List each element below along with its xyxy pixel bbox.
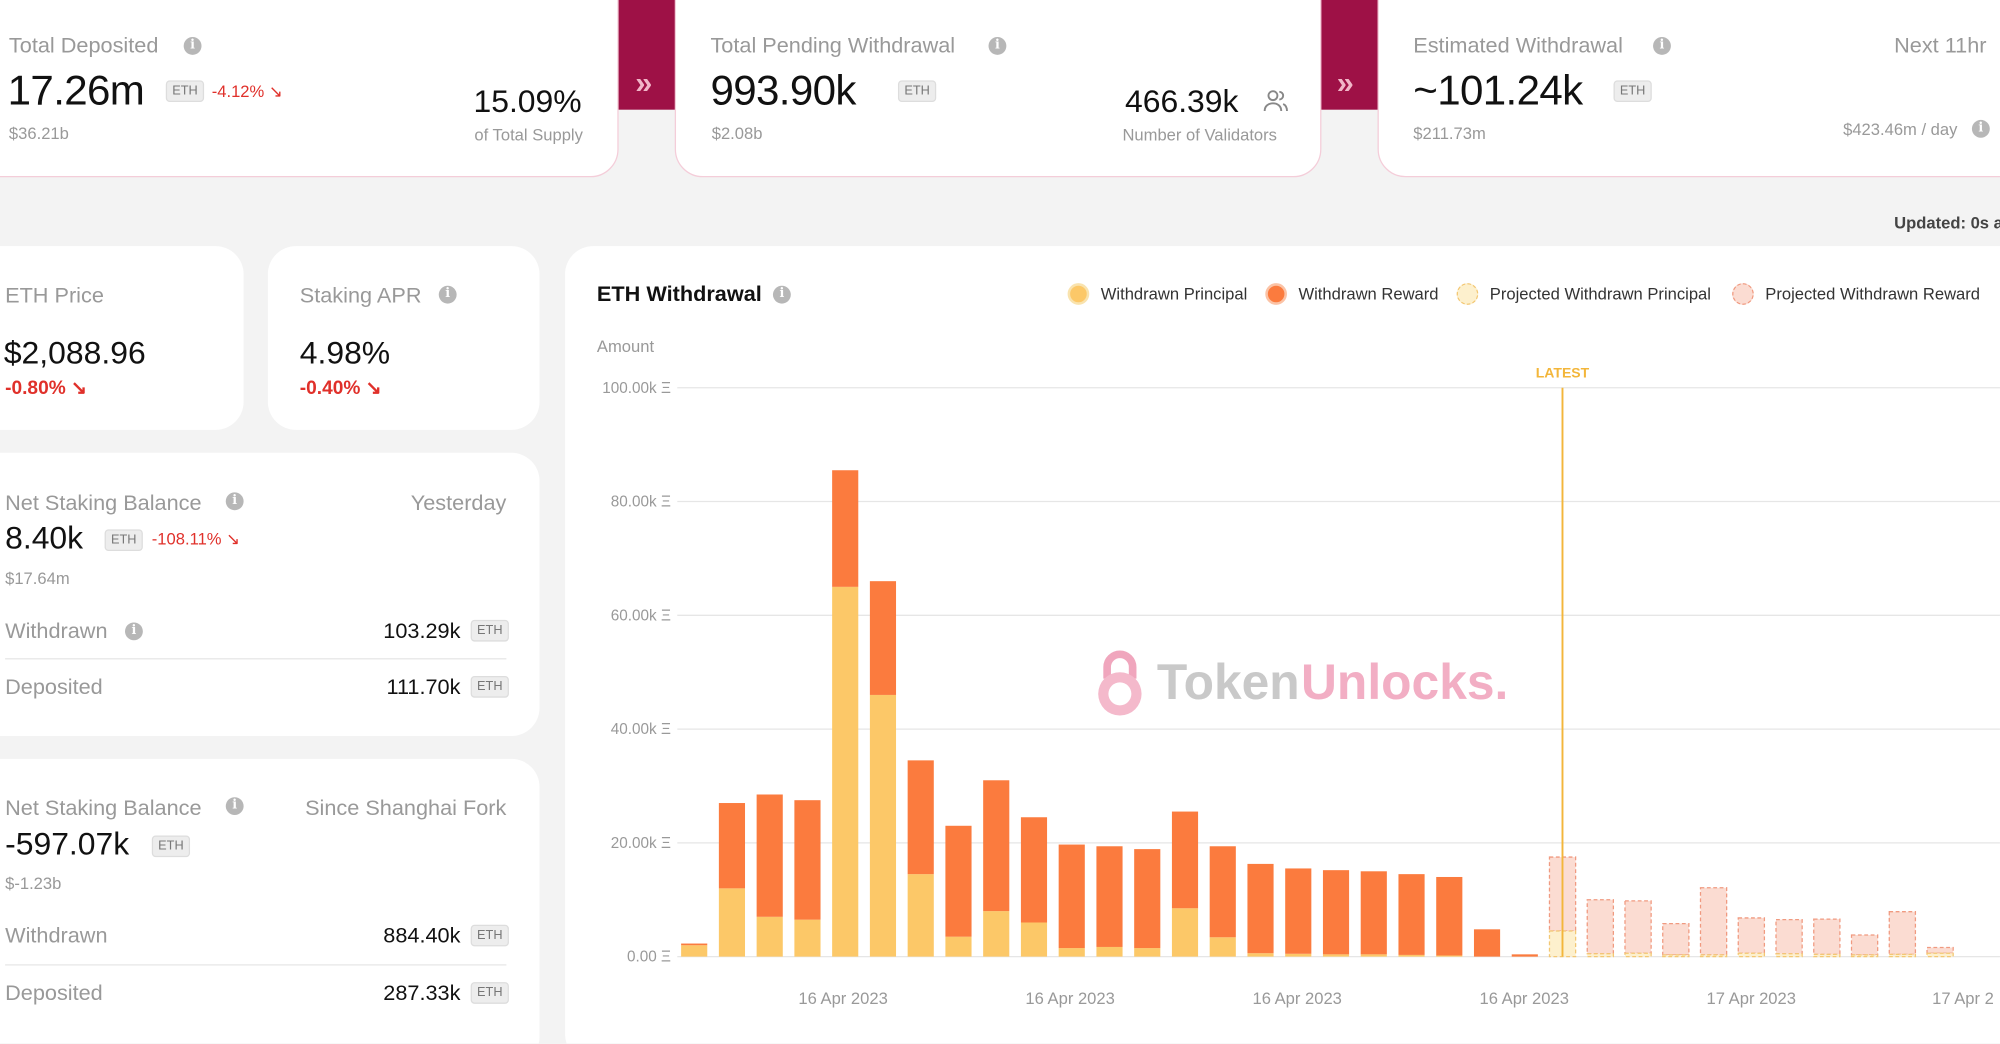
legend-reward-dot[interactable] (1265, 283, 1287, 305)
chevrons-right-icon: » (1336, 66, 1354, 101)
info-icon[interactable]: i (1971, 119, 1990, 138)
net-staking-usd: $17.64m (5, 568, 70, 589)
total-deposited-label: Total Deposited (8, 33, 159, 58)
deposited-label: Deposited (5, 980, 103, 1006)
eth-badge: ETH (470, 676, 509, 698)
staking-apr-value: 4.98% (299, 335, 391, 372)
watermark-unlocks: Unlocks. (1301, 655, 1509, 711)
info-icon[interactable]: i (183, 36, 202, 55)
info-icon[interactable]: i (772, 285, 791, 304)
divider (5, 964, 507, 966)
legend-projected-reward-dot[interactable] (1732, 283, 1754, 305)
withdrawn-label: Withdrawn (5, 923, 108, 948)
eth-badge: ETH (470, 982, 509, 1004)
legend-principal-dot[interactable] (1067, 283, 1090, 305)
eth-badge: ETH (165, 80, 205, 103)
eth-price-card: ETH Price $2,088.96 -0.80% ↘ (0, 246, 244, 430)
pending-label: Total Pending Withdrawal (710, 33, 956, 58)
info-icon[interactable]: i (438, 285, 457, 304)
withdrawn-value: 884.40k (383, 923, 461, 948)
total-deposited-card: Total Deposited i 17.26m ETH -4.12% ↘ $3… (0, 0, 619, 178)
chevrons-right-icon: » (635, 66, 653, 101)
updated-status: Updated: 0s a (1894, 213, 2000, 233)
net-staking-shanghai-card: Net Staking Balance i Since Shanghai For… (0, 758, 540, 1044)
watermark-token: Token (1156, 655, 1300, 711)
legend-projected-principal-dot[interactable] (1456, 283, 1479, 305)
eth-withdrawal-chart-card (565, 246, 2000, 1044)
total-deposited-value: 17.26m (7, 66, 145, 114)
net-staking-yesterday-card: Net Staking Balance i Yesterday 8.40k ET… (0, 452, 540, 736)
estimated-period: Next 11hr (1894, 33, 1987, 58)
eth-badge: ETH (897, 80, 937, 103)
deposited-change: -4.12% ↘ (211, 81, 283, 101)
legend-projected-principal-label[interactable]: Projected Withdrawn Principal (1489, 284, 1711, 304)
estimated-label: Estimated Withdrawal (1413, 33, 1623, 58)
net-staking-value: 8.40k (5, 520, 84, 557)
staking-apr-card: Staking APR i 4.98% -0.40% ↘ (267, 246, 540, 430)
eth-badge: ETH (151, 835, 191, 858)
y-axis-title: Amount (596, 336, 655, 356)
net-staking-change: -108.11% ↘ (151, 529, 241, 549)
info-icon[interactable]: i (988, 36, 1007, 55)
estimated-usd: $211.73m (1413, 123, 1486, 143)
divider (5, 658, 507, 660)
deposited-usd: $36.21b (8, 123, 69, 143)
withdrawn-label: Withdrawn (5, 618, 108, 643)
eth-badge: ETH (470, 924, 509, 947)
eth-badge: ETH (104, 529, 143, 552)
eth-price-label: ETH Price (5, 283, 104, 308)
net-staking-label: Net Staking Balance (5, 795, 202, 821)
deposited-value: 287.33k (383, 980, 461, 1006)
withdrawn-value: 103.29k (383, 618, 461, 643)
validators-label: Number of Validators (1122, 124, 1277, 145)
eth-price-value: $2,088.96 (3, 335, 146, 372)
estimated-value: ~101.24k (1413, 66, 1583, 114)
pending-value: 993.90k (710, 66, 856, 114)
legend-reward-label[interactable]: Withdrawn Reward (1298, 284, 1439, 304)
pending-withdrawal-card: Total Pending Withdrawal i 993.90k ETH $… (674, 0, 1322, 178)
supply-percent: 15.09% (473, 84, 582, 120)
pending-usd: $2.08b (711, 123, 763, 143)
net-staking-period: Yesterday (410, 491, 507, 516)
validators-value: 466.39k (1124, 84, 1239, 120)
info-icon[interactable]: i (1653, 36, 1671, 55)
deposited-label: Deposited (5, 674, 103, 699)
info-icon[interactable]: i (225, 492, 244, 511)
estimated-withdrawal-card: Estimated Withdrawal i ~101.24k ETH $211… (1377, 0, 2000, 178)
staking-apr-label: Staking APR (299, 283, 422, 308)
chart-title: ETH Withdrawal (596, 281, 762, 307)
net-staking-value: -597.07k (5, 826, 130, 863)
legend-projected-reward-label[interactable]: Projected Withdrawn Reward (1765, 284, 1981, 304)
net-staking-usd: $-1.23b (5, 873, 62, 893)
info-icon[interactable]: i (124, 622, 143, 641)
per-day-value: $423.46m / day (1843, 119, 1958, 140)
legend-principal-label[interactable]: Withdrawn Principal (1100, 284, 1248, 304)
net-staking-period: Since Shanghai Fork (305, 795, 507, 821)
staking-apr-change: -0.40% ↘ (299, 377, 382, 400)
eth-badge: ETH (1613, 80, 1652, 103)
supply-label: of Total Supply (474, 124, 583, 145)
eth-badge: ETH (470, 619, 509, 642)
eth-price-change: -0.80% ↘ (5, 377, 88, 400)
net-staking-label: Net Staking Balance (5, 491, 202, 516)
deposited-value: 111.70k (386, 674, 461, 699)
lock-icon (1098, 650, 1142, 716)
info-icon[interactable]: i (225, 797, 244, 816)
users-icon (1263, 88, 1289, 120)
